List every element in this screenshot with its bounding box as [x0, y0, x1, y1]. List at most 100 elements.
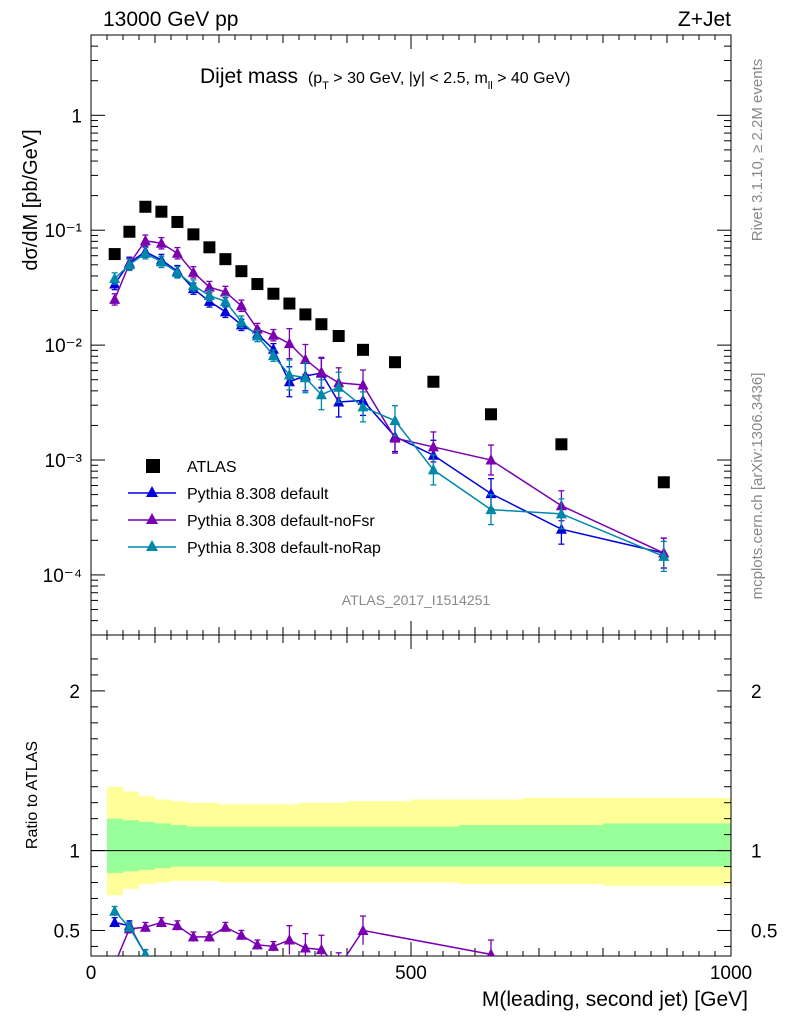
point-nofsr [219, 285, 231, 297]
ratio-point-nofsr [187, 930, 199, 942]
x-tick-label: 0 [86, 963, 97, 984]
point-norap [485, 503, 497, 515]
ratio-point-nofsr [109, 958, 120, 969]
legend-marker-atlas [146, 459, 160, 473]
band-inner-bin [123, 820, 139, 872]
ratio-point-nofsr [203, 930, 215, 942]
point-norap [658, 550, 670, 561]
point-default [219, 305, 231, 317]
header-right: Z+Jet [678, 8, 731, 31]
point-norap [109, 272, 121, 283]
band-inner-bin [459, 825, 523, 867]
point-nofsr [357, 378, 369, 390]
chart-title: Dijet mass (pT > 30 GeV, |y| < 2.5, mll … [200, 65, 570, 92]
band-inner-bin [603, 823, 731, 867]
line-norap [114, 252, 665, 558]
x-tick-label: 500 [395, 963, 427, 984]
point-atlas [485, 408, 497, 421]
ratio-point-nofsr [235, 929, 247, 940]
point-atlas [139, 200, 152, 213]
band-inner-bin [155, 823, 171, 869]
title-cut-post: > 40 GeV) [493, 70, 571, 87]
y-tick-label: 10⁻² [45, 336, 83, 357]
main-ylabel: dσ/dM [pb/GeV] [20, 129, 42, 270]
ratio-point-norap [141, 948, 150, 956]
legend-label-default: Pythia 8.308 default [187, 486, 329, 503]
point-norap [333, 381, 345, 392]
point-atlas [332, 330, 345, 343]
ratio-point-nofsr [251, 938, 263, 950]
point-norap [251, 330, 263, 341]
point-nofsr [171, 247, 183, 258]
band-inner-bin [523, 825, 603, 867]
point-norap [219, 295, 231, 306]
title-cut-mid: > 30 GeV, |y| < 2.5, m [329, 70, 488, 87]
point-nofsr [427, 440, 439, 452]
point-nofsr [109, 293, 121, 304]
band-inner-bin [139, 821, 155, 870]
title-cut-pre: (p [308, 70, 322, 87]
point-default [485, 487, 497, 499]
ratio-y-tick-label: 0.5 [54, 921, 80, 942]
point-atlas [555, 438, 568, 451]
series-norap [109, 246, 670, 573]
y-tick-label: 1 [71, 106, 82, 127]
series-atlas [108, 200, 670, 489]
ratio-point-nofsr [219, 921, 231, 932]
point-norap [555, 507, 567, 519]
point-norap [171, 266, 183, 277]
point-norap [123, 258, 135, 270]
point-atlas [108, 248, 121, 261]
ratio-point-nofsr [267, 940, 279, 951]
y-tick-label: 10⁻³ [45, 451, 83, 472]
point-norap [315, 388, 327, 400]
axis-ticks: 0 500 1000 10⁻⁴ 10⁻³ 10⁻² 10⁻¹ 1 0.5 0.5 1 1 2 2 [43, 34, 777, 984]
point-nofsr [139, 234, 151, 246]
band-inner-bin [267, 826, 283, 867]
point-atlas [267, 287, 280, 300]
ratio-y-tick-label-right: 1 [751, 842, 762, 863]
ratio-y-tick-label-right: 0.5 [751, 921, 777, 942]
band-inner-bin [315, 826, 331, 867]
band-inner-bin [219, 826, 235, 867]
legend-label-norap: Pythia 8.308 default-noRap [187, 540, 381, 557]
band-inner-bin [379, 826, 411, 867]
band-inner-bin [235, 826, 251, 867]
ratio-y-tick-label-right: 2 [751, 682, 762, 703]
point-nofsr [187, 266, 199, 277]
xlabel: M(leading, second jet) [GeV] [482, 988, 748, 1011]
ratio-point-nofsr [283, 934, 295, 945]
legend-marker-norap [146, 540, 158, 551]
ratio-point-nofsr [487, 948, 495, 956]
legend-marker-nofsr [146, 513, 158, 524]
point-atlas [235, 265, 248, 278]
ratio-y-tick-label: 2 [69, 682, 80, 703]
point-nofsr [485, 454, 497, 465]
point-nofsr [283, 337, 295, 349]
point-atlas [427, 375, 440, 388]
band-inner-bin [331, 826, 347, 867]
point-norap [299, 371, 311, 383]
mcplots-label: mcplots.cern.ch [arXiv:1306.3436] [749, 373, 766, 600]
series-layer [108, 200, 670, 573]
point-atlas [357, 343, 369, 356]
point-norap [389, 414, 401, 426]
point-norap [187, 279, 199, 291]
point-atlas [251, 278, 264, 291]
ratio-point-default [109, 916, 121, 927]
ratio-point-nofsr [139, 921, 151, 932]
point-atlas [299, 308, 312, 321]
band-inner-bin [347, 826, 379, 867]
y-tick-label: 10⁻⁴ [43, 566, 82, 587]
band-inner-bin [251, 826, 267, 867]
ratio-series-layer [109, 905, 495, 969]
point-atlas [155, 205, 168, 218]
point-nofsr [203, 281, 215, 292]
ratio-ylabel: Ratio to ATLAS [24, 741, 41, 849]
rivet-label: Rivet 3.1.10, ≥ 2.2M events [749, 59, 766, 242]
point-atlas [203, 241, 216, 254]
band-inner-bin [107, 818, 123, 873]
analysis-watermark: ATLAS_2017_I1514251 [342, 592, 491, 608]
point-norap [427, 463, 439, 475]
